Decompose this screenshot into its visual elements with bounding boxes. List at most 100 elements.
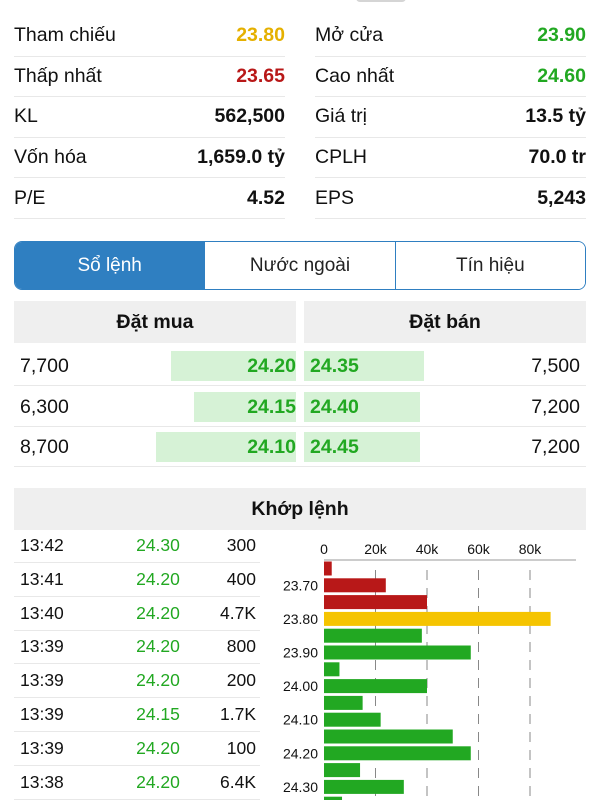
x-tick-label: 20k [364,541,388,557]
stat-volume: KL 562,500 [14,97,285,138]
bid-price: 24.10 [247,436,296,458]
stat-label: Mở cửa [315,24,384,47]
ask-volume: 7,200 [531,395,580,418]
x-tick-label: 0 [320,541,328,557]
volume-bar [324,611,551,626]
stat-label: KL [14,105,38,128]
stat-reference: Tham chiếu 23.80 [14,16,285,57]
y-tick-label: 23.90 [283,645,318,661]
volume-bar [324,679,427,694]
stat-label: P/E [14,186,46,209]
trade-time: 13:39 [20,704,64,724]
stock-stats: Tham chiếu 23.80 Mở cửa 23.90 Thấp nhất … [14,16,586,219]
trade-price: 24.30 [136,535,180,555]
trade-volume: 200 [226,670,256,691]
y-tick-label: 23.70 [283,577,318,593]
stat-row: Tham chiếu 23.80 Mở cửa 23.90 [14,16,586,57]
stat-low: Thấp nhất 23.65 [14,57,285,98]
trade-row: 13:39 24.20 800 [14,630,260,665]
tab-order-book[interactable]: Sổ lệnh [15,242,205,289]
trade-price: 24.20 [136,568,180,589]
trade-row: 13:40 24.20 4.7K [14,597,260,631]
bid-price: 24.20 [247,355,296,377]
stat-value: 13.5 tỷ [525,105,586,128]
volume-bar [324,729,453,744]
trade-price: 24.20 [136,737,180,758]
matched-trades-header: Khớp lệnh [14,488,586,530]
trade-time: 13:39 [20,670,64,691]
ask-depth-bar [304,391,421,422]
stat-label: Thấp nhất [14,64,102,87]
volume-bar [324,628,422,643]
trade-time: 13:42 [20,535,64,555]
y-tick-label: 23.80 [283,611,318,627]
volume-bar [324,763,361,778]
stat-value: 4.52 [247,186,285,209]
volume-bar [324,712,381,727]
tab-signals[interactable]: Tín hiệu [394,242,585,289]
stat-label: Cao nhất [315,64,395,87]
trade-price: 24.20 [136,670,180,691]
stat-value-traded: Giá trị 13.5 tỷ [315,97,586,138]
trade-volume: 300 [226,535,256,555]
stat-high: Cao nhất 24.60 [315,57,586,98]
x-tick-label: 60k [467,541,491,557]
stat-row: Vốn hóa 1,659.0 tỷ CPLH 70.0 tr [14,138,586,179]
stat-value: 24.60 [537,64,586,87]
ask-depth-bar [304,351,425,381]
stat-row: Thấp nhất 23.65 Cao nhất 24.60 [14,57,586,98]
stat-value: 23.90 [537,24,586,47]
trade-row: 13:39 24.15 1.7K [14,698,260,732]
order-book-row[interactable]: 8,700 24.10 24.45 7,200 [14,427,586,467]
trade-volume: 1.7K [220,704,256,724]
trade-time: 13:41 [20,568,64,589]
trade-price: 24.20 [136,636,180,657]
stat-label: Vốn hóa [14,146,87,169]
trade-time: 13:40 [20,602,64,623]
trade-time: 13:39 [20,737,64,758]
trade-price: 24.15 [136,704,180,724]
volume-bar [324,746,471,761]
trade-row: 13:39 24.20 200 [14,664,260,699]
stat-value: 1,659.0 tỷ [197,146,285,169]
trade-volume: 4.7K [220,602,256,623]
ask-volume: 7,500 [531,355,580,377]
order-book-row[interactable]: 6,300 24.15 24.40 7,200 [14,387,586,427]
volume-bar [324,578,386,593]
stat-open: Mở cửa 23.90 [315,16,586,57]
volume-bar [324,645,471,660]
order-book-sell-header: Đặt bán [304,301,586,343]
y-tick-label: 24.10 [283,712,318,728]
trade-volume: 6.4K [220,771,256,792]
ask-volume: 7,200 [531,436,580,458]
stat-label: Giá trị [315,105,368,128]
volume-bar [324,779,404,794]
ask-price: 24.35 [310,355,359,377]
bid-depth-bar [156,432,296,462]
trade-price: 24.20 [136,771,180,792]
x-tick-label: 80k [519,541,543,557]
bid-depth-bar [193,391,296,422]
stat-shares-outstanding: CPLH 70.0 tr [315,138,586,179]
volume-by-price-chart: 0 20k 40k 60k 80k 23.70 23.80 23.90 24.00 24.10 24… [283,541,576,800]
sheet-handle[interactable] [356,0,406,2]
stat-label: Tham chiếu [14,24,116,47]
order-book-row[interactable]: 7,700 24.20 24.35 7,500 [14,346,586,386]
stat-eps: EPS 5,243 [315,178,586,219]
order-book-buy-header: Đặt mua [14,301,296,343]
stat-label: EPS [315,186,355,209]
stat-value: 5,243 [537,186,586,209]
trade-row: 13:41 24.20 400 [14,563,260,597]
tab-foreign[interactable]: Nước ngoài [204,242,395,289]
bid-depth-bar [171,351,296,381]
y-tick-label: 24.00 [283,678,318,694]
bid-price: 24.15 [247,395,296,418]
trade-time: 13:38 [20,771,64,792]
volume-bar [324,796,343,800]
volume-bar [324,695,363,710]
ask-price: 24.45 [310,436,359,458]
stat-value: 23.80 [236,24,285,47]
x-tick-label: 40k [416,541,440,557]
trade-volume: 800 [226,636,256,657]
stat-value: 562,500 [214,105,286,128]
